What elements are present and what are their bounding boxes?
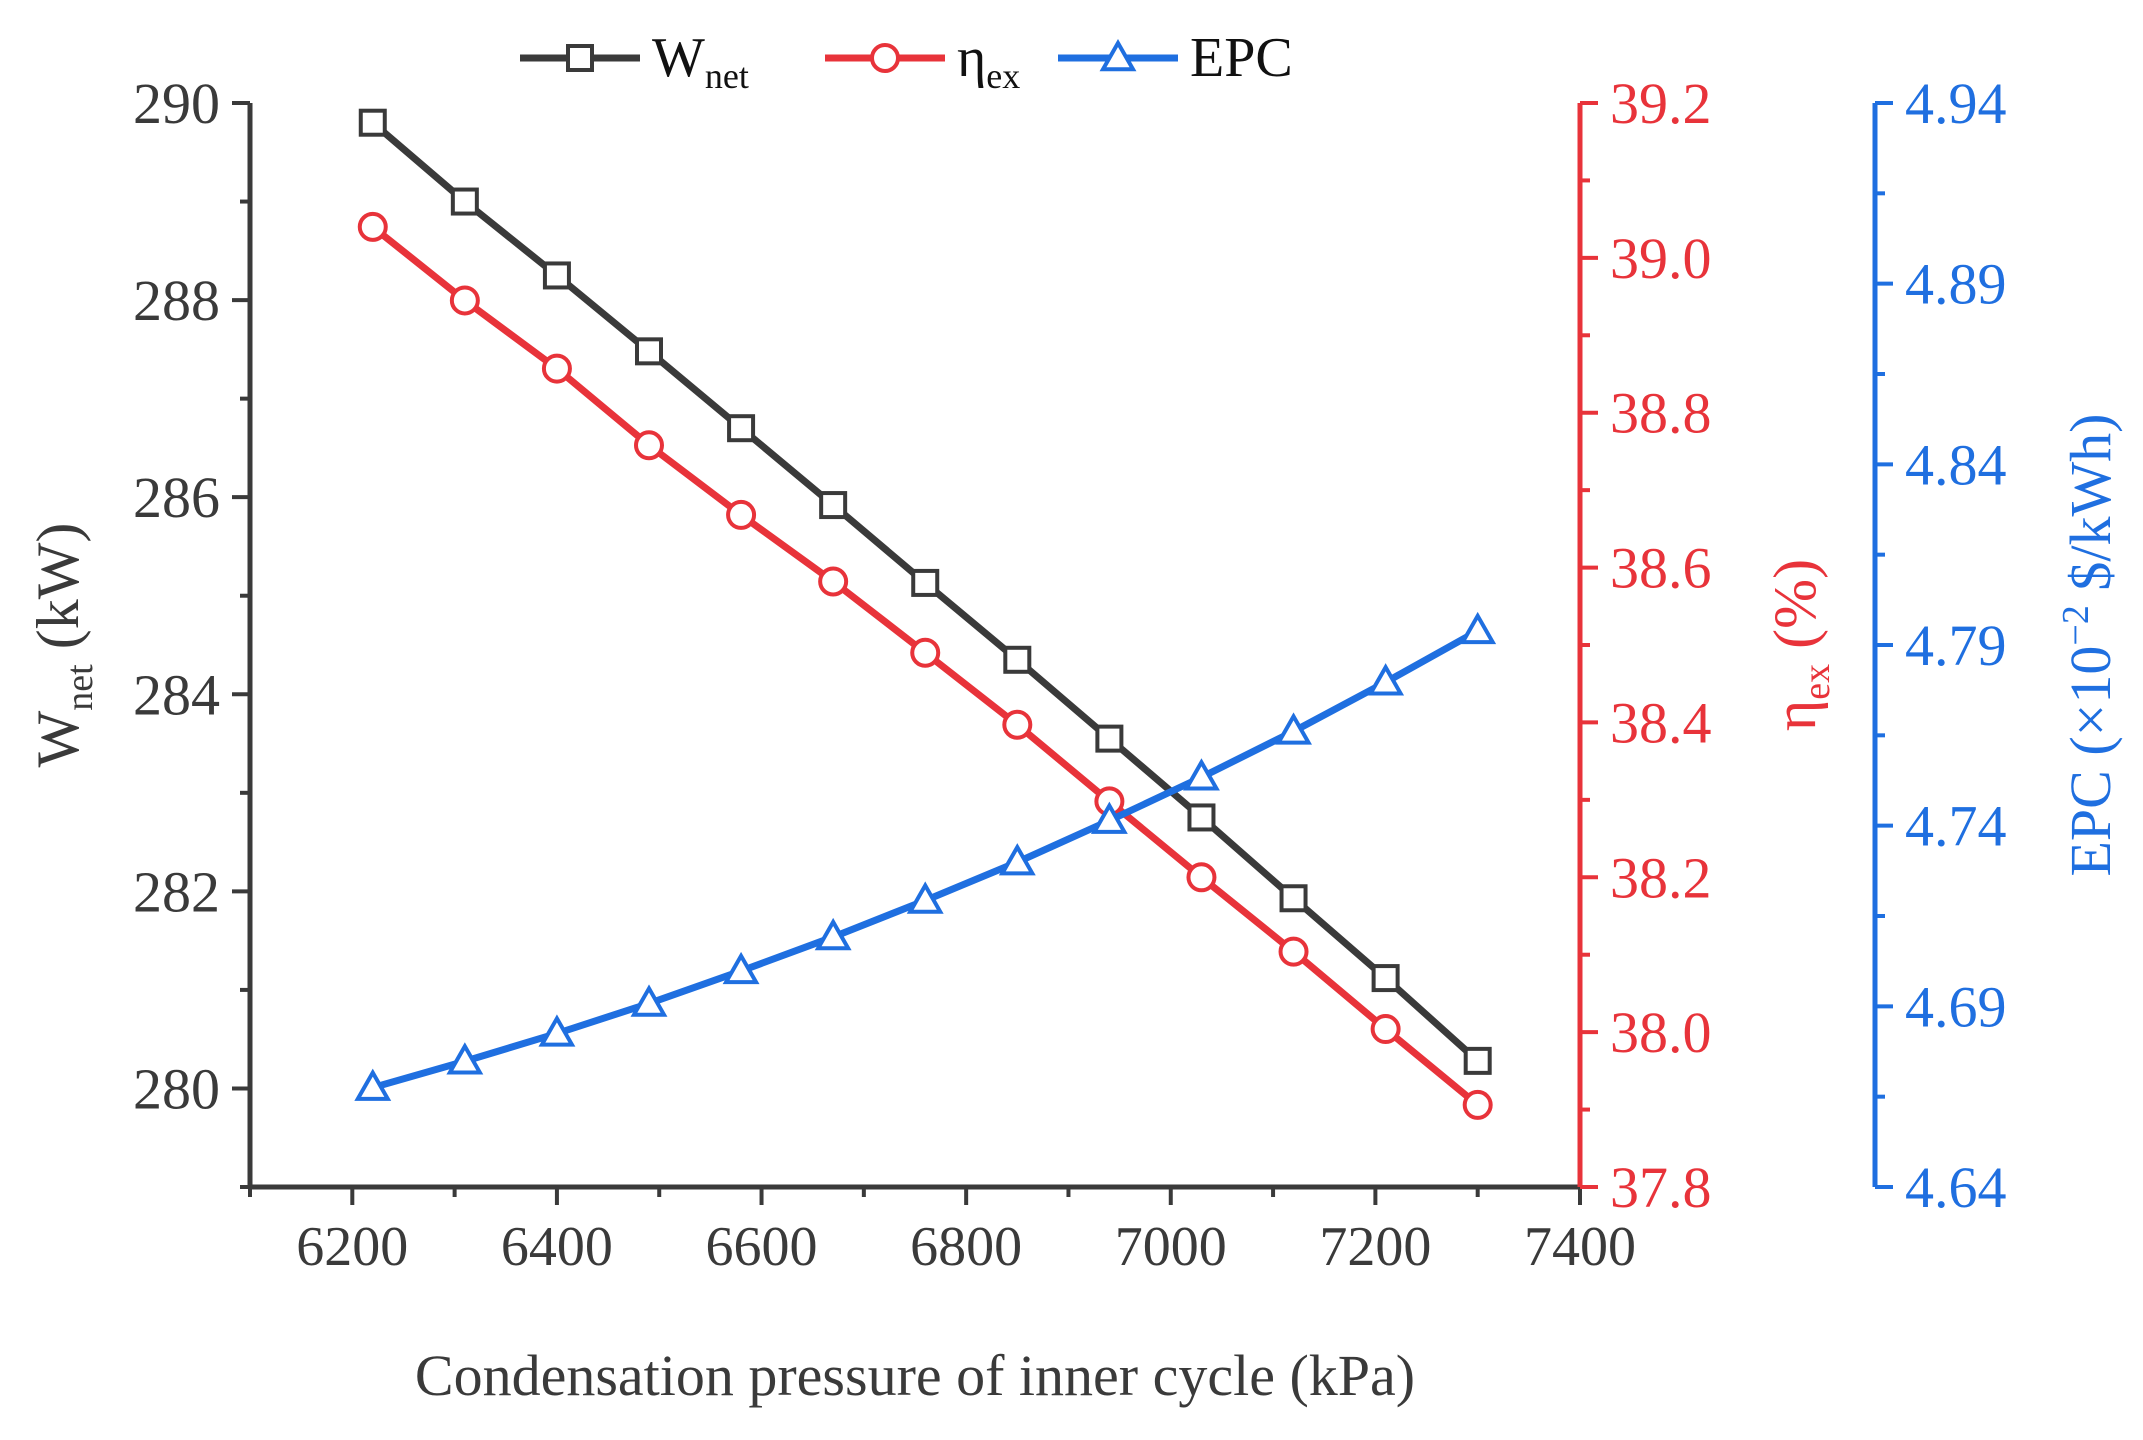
data-point bbox=[449, 285, 480, 316]
right2-tick-label: 4.84 bbox=[1905, 432, 2007, 497]
data-point bbox=[1183, 758, 1220, 791]
data-point bbox=[906, 881, 944, 914]
data-point bbox=[354, 1068, 392, 1101]
right1-tick-label: 38.8 bbox=[1610, 381, 1712, 446]
right2-tick-label: 4.74 bbox=[1905, 794, 2007, 859]
axes: 6200 6400 6600 6800 7000 7200 7400 Condensation… bbox=[25, 71, 2123, 1408]
data-point bbox=[1459, 611, 1497, 645]
data-point bbox=[1371, 964, 1400, 993]
legend-swatch-marker bbox=[1099, 38, 1137, 72]
right1-tick-label: 38.2 bbox=[1610, 845, 1712, 910]
legend: Wnet ηex EPC bbox=[520, 27, 1293, 96]
data-point bbox=[722, 951, 760, 985]
legend-item: Wnet bbox=[520, 27, 749, 96]
right1-tick-label: 39.0 bbox=[1610, 226, 1712, 291]
right1-axis-title: ηex (%) bbox=[1762, 559, 1838, 731]
data-point bbox=[910, 637, 941, 668]
left-tick-label: 280 bbox=[133, 1056, 220, 1121]
x-axis-title: Condensation pressure of inner cycle (kP… bbox=[415, 1343, 1415, 1408]
data-point bbox=[538, 1014, 576, 1047]
left-axis-title: Wnet (kW) bbox=[25, 523, 101, 768]
legend-label: ηex bbox=[957, 27, 1020, 96]
data-point bbox=[541, 353, 572, 384]
data-point bbox=[446, 1042, 484, 1075]
series-right2 bbox=[354, 611, 1497, 1101]
right1-tick-label: 38.4 bbox=[1610, 690, 1712, 755]
data-point bbox=[1090, 801, 1128, 834]
legend-item: EPC bbox=[1058, 27, 1293, 89]
data-point bbox=[818, 566, 849, 597]
data-point bbox=[727, 414, 756, 443]
data-point bbox=[635, 337, 663, 366]
right1-tick-label: 38.6 bbox=[1610, 536, 1712, 601]
data-point bbox=[634, 430, 664, 461]
data-point bbox=[1275, 712, 1312, 745]
legend-item: ηex bbox=[825, 27, 1020, 96]
left-tick-label: 290 bbox=[133, 71, 220, 136]
x-tick-label: 6600 bbox=[706, 1216, 818, 1278]
x-tick-label: 7400 bbox=[1524, 1216, 1636, 1278]
right2-tick-label: 4.69 bbox=[1905, 974, 2007, 1039]
plot-area bbox=[354, 108, 1497, 1120]
left-tick-label: 288 bbox=[133, 268, 220, 333]
data-point bbox=[1462, 1089, 1493, 1120]
legend-label: EPC bbox=[1190, 27, 1293, 89]
right1-tick-label: 38.0 bbox=[1610, 1000, 1712, 1065]
x-tick-label: 7000 bbox=[1115, 1216, 1227, 1278]
data-point bbox=[1003, 645, 1032, 674]
left-tick-label: 284 bbox=[133, 662, 220, 727]
data-point bbox=[542, 261, 571, 290]
data-point bbox=[358, 108, 387, 137]
data-point bbox=[1187, 803, 1216, 832]
legend-swatch-marker bbox=[870, 43, 900, 73]
data-point bbox=[1002, 709, 1033, 740]
right2-tick-label: 4.89 bbox=[1905, 252, 2007, 317]
data-point bbox=[1278, 936, 1309, 967]
data-point bbox=[357, 211, 388, 242]
right2-tick-label: 4.79 bbox=[1905, 613, 2007, 678]
data-point bbox=[998, 843, 1036, 876]
data-point bbox=[819, 491, 848, 520]
left-tick-label: 286 bbox=[133, 465, 220, 530]
data-point bbox=[630, 984, 668, 1017]
right2-tick-label: 4.94 bbox=[1905, 71, 2007, 136]
right1-tick-label: 39.2 bbox=[1610, 71, 1712, 136]
x-tick-label: 7200 bbox=[1319, 1216, 1431, 1278]
x-tick-label: 6800 bbox=[910, 1216, 1022, 1278]
data-point bbox=[1370, 1014, 1401, 1045]
data-point bbox=[1367, 663, 1405, 696]
series-left bbox=[358, 108, 1492, 1075]
right1-tick-label: 37.8 bbox=[1610, 1155, 1712, 1220]
data-point bbox=[1463, 1046, 1492, 1075]
data-point bbox=[1186, 862, 1217, 893]
x-tick-label: 6200 bbox=[296, 1216, 408, 1278]
series-line bbox=[371, 627, 1480, 1091]
right2-tick-label: 4.64 bbox=[1905, 1155, 2007, 1220]
data-point bbox=[1095, 724, 1124, 753]
right2-axis-title: EPC (×10−2 $/kWh) bbox=[2055, 413, 2123, 876]
data-point bbox=[814, 917, 852, 951]
x-tick-label: 6400 bbox=[501, 1216, 613, 1278]
data-point bbox=[450, 187, 479, 216]
left-tick-label: 282 bbox=[133, 859, 220, 924]
data-point bbox=[726, 499, 757, 530]
data-point bbox=[1279, 884, 1308, 913]
data-point bbox=[911, 568, 940, 597]
series-right1 bbox=[357, 211, 1493, 1120]
legend-swatch-marker bbox=[566, 44, 594, 72]
legend-label: Wnet bbox=[652, 27, 749, 96]
